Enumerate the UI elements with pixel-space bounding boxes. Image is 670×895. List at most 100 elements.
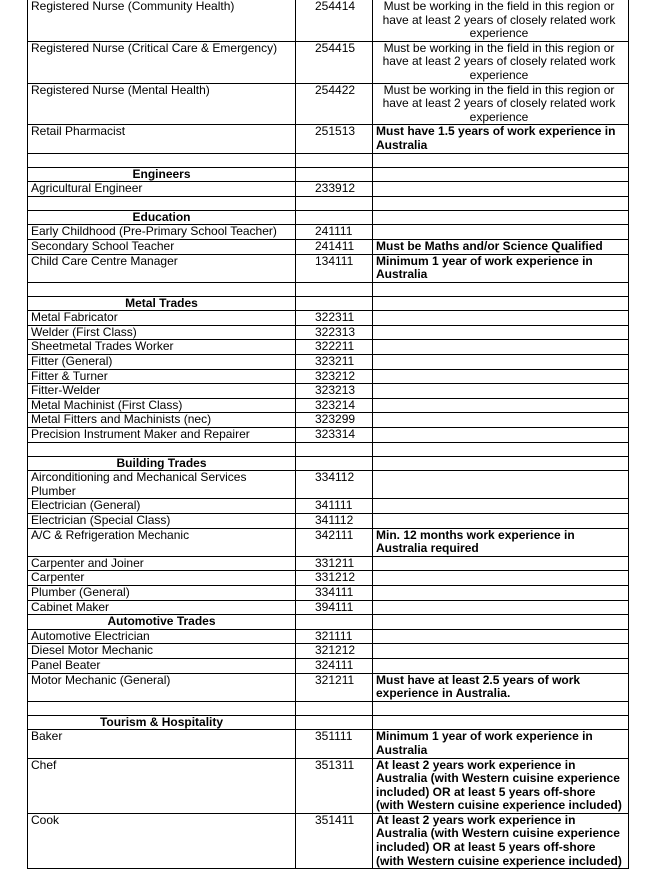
occupation: Early Childhood (Pre-Primary School Teac… [27,224,296,240]
anzsco-code: 321211 [295,672,373,702]
empty-cell [27,441,296,457]
section-heading-row: Building Trades [27,455,629,472]
occupation-row: Fitter (General) 323211 [27,354,629,370]
anzsco-code: 394111 [295,599,373,616]
empty-cell [372,339,629,356]
requirement: Must be working in the field in this reg… [372,0,629,42]
occupation: Airconditioning and Mechanical Services … [27,470,296,500]
occupation-row: Agricultural Engineer 233912 [27,181,629,197]
anzsco-code: 351411 [295,812,373,870]
occupation-row: Carpenter and Joiner 331211 [27,555,629,572]
empty-cell [372,209,629,226]
section-heading-row: Education [27,209,629,226]
anzsco-code: 322211 [295,339,373,356]
occupation: Metal Machinist (First Class) [27,397,296,414]
occupation: Metal Fitters and Machinists (nec) [27,412,296,429]
requirement: Must be working in the field in this reg… [372,82,629,126]
anzsco-code: 351111 [295,729,373,759]
anzsco-code: 254422 [295,82,373,126]
anzsco-code: 134111 [295,253,373,283]
occupation-row: Registered Nurse (Mental Health) 254422 Mu… [27,82,629,126]
empty-cell [295,714,373,731]
empty-cell [372,152,629,168]
occupation: Cabinet Maker [27,599,296,616]
occupation: Precision Instrument Maker and Repairer [27,427,296,443]
empty-cell [27,700,296,716]
empty-cell [295,700,373,716]
anzsco-code: 323212 [295,368,373,385]
occupation-row: Registered Nurse (Critical Care & Emerge… [27,40,629,84]
empty-cell [295,455,373,472]
occupation: Carpenter [27,570,296,586]
section-heading-row: Engineers [27,166,629,183]
empty-cell [295,152,373,168]
empty-cell [372,628,629,645]
occupation: Fitter & Turner [27,368,296,385]
anzsco-code: 322311 [295,310,373,326]
occupation-row: Carpenter 331212 [27,570,629,586]
occupation: Panel Beater [27,657,296,674]
anzsco-code: 241111 [295,224,373,240]
spacer-row [27,152,629,168]
section-heading: Metal Trades [27,295,296,312]
occupation-row: Plumber (General) 334111 [27,584,629,601]
anzsco-code: 254414 [295,0,373,42]
occupation: Cook [27,812,296,870]
section-heading: Education [27,209,296,226]
anzsco-code: 342111 [295,527,373,557]
anzsco-code: 334111 [295,584,373,601]
occupation: Retail Pharmacist [27,124,296,154]
empty-cell [295,441,373,457]
occupation-row: Baker 351111 Minimum 1 year of work experi… [27,729,629,759]
empty-cell [372,368,629,385]
section-heading: Building Trades [27,455,296,472]
section-heading: Engineers [27,166,296,183]
empty-cell [372,195,629,211]
occupation: A/C & Refrigeration Mechanic [27,527,296,557]
occupation-row: Panel Beater 324111 [27,657,629,674]
empty-cell [372,570,629,586]
anzsco-code: 323299 [295,412,373,429]
empty-cell [372,470,629,500]
occupation-row: Diesel Motor Mechanic 321212 [27,643,629,659]
requirement: Minimum 1 year of work experience in Aus… [372,253,629,283]
anzsco-code: 331211 [295,555,373,572]
empty-cell [372,181,629,197]
section-heading-row: Tourism & Hospitality [27,714,629,731]
anzsco-code: 321212 [295,643,373,659]
occupation-row: Secondary School Teacher 241411 Must be Ma… [27,238,629,255]
occupation: Electrician (General) [27,498,296,514]
empty-cell [295,195,373,211]
empty-cell [372,412,629,429]
anzsco-code: 322313 [295,324,373,341]
occupation-row: Fitter & Turner 323212 [27,368,629,385]
occupation: Child Care Centre Manager [27,253,296,283]
occupation: Welder (First Class) [27,324,296,341]
occupation-row: Electrician (Special Class) 341112 [27,513,629,529]
occupation: Registered Nurse (Community Health) [27,0,296,42]
section-heading: Tourism & Hospitality [27,714,296,731]
anzsco-code: 323314 [295,427,373,443]
occupation: Electrician (Special Class) [27,513,296,529]
requirement: At least 2 years work experience in Aust… [372,812,629,870]
occupation-row: Metal Machinist (First Class) 323214 [27,397,629,414]
occupation: Chef [27,757,296,814]
occupation-row: Registered Nurse (Community Health) 25441… [27,0,629,42]
requirement: Must be Maths and/or Science Qualified [372,238,629,255]
occupation-row: Electrician (General) 341111 [27,498,629,514]
empty-cell [372,383,629,399]
empty-cell [372,441,629,457]
empty-cell [295,295,373,312]
empty-cell [372,455,629,472]
occupation: Carpenter and Joiner [27,555,296,572]
occupation-row: Fitter-Welder 323213 [27,383,629,399]
empty-cell [27,281,296,297]
anzsco-code: 254415 [295,40,373,84]
occupation: Registered Nurse (Critical Care & Emerge… [27,40,296,84]
empty-cell [372,324,629,341]
occupation: Secondary School Teacher [27,238,296,255]
empty-cell [27,195,296,211]
occupation: Motor Mechanic (General) [27,672,296,702]
anzsco-code: 341111 [295,498,373,514]
empty-cell [372,498,629,514]
